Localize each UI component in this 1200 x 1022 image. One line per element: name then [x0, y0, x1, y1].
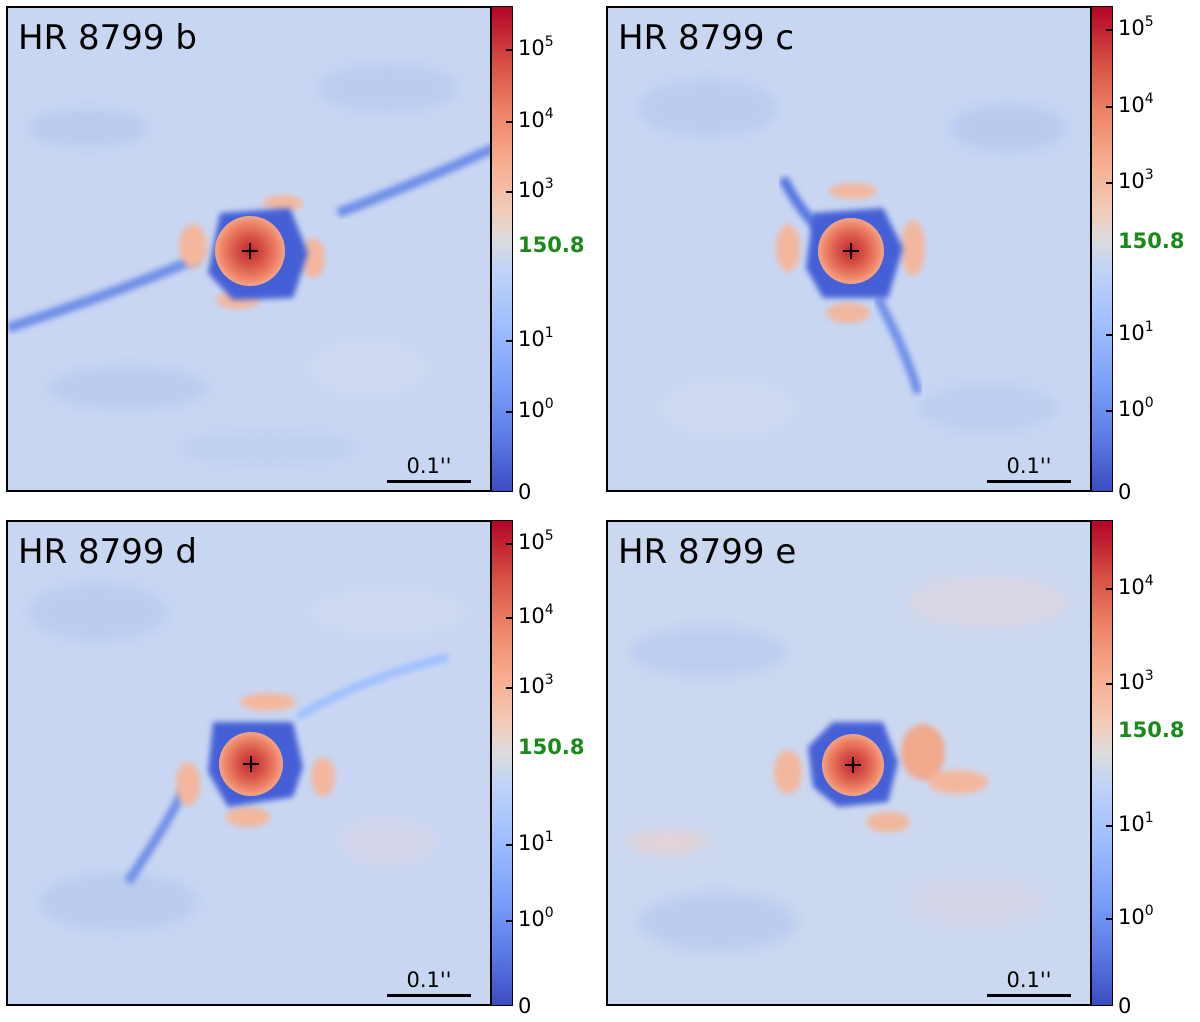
- plus-marker-icon: [241, 754, 261, 774]
- colorbar-tick: [506, 191, 512, 193]
- image-frame: HR 8799 b 0.1'': [6, 6, 492, 492]
- colorbar-tick-label: 0: [1118, 480, 1132, 504]
- colorbar: [491, 520, 513, 1006]
- image-frame: HR 8799 d 0.1'': [6, 520, 492, 1006]
- colorbar-tick-label: 104: [1118, 91, 1154, 117]
- colorbar-highlight-label: 150.8: [1118, 718, 1185, 742]
- colorbar-tick-label: 101: [1118, 810, 1154, 836]
- colorbar-tick: [1106, 588, 1112, 590]
- colorbar-tick-label: 104: [518, 602, 554, 628]
- scale-bar: [387, 994, 471, 997]
- colorbar: [491, 6, 513, 492]
- colorbar-tick-label: 104: [518, 106, 554, 132]
- colorbar-tick: [1106, 410, 1112, 412]
- colorbar-tick-label: 105: [518, 34, 554, 60]
- colorbar-tick: [1106, 182, 1112, 184]
- scale-bar: [987, 480, 1071, 483]
- residual-map-image: [608, 522, 1090, 1004]
- colorbar-tick-label: 103: [518, 672, 554, 698]
- colorbar-tick-label: 105: [1118, 14, 1154, 40]
- colorbar-tick-label: 101: [1118, 319, 1154, 345]
- scale-bar-label: 0.1'': [406, 968, 452, 992]
- residual-map-image: [8, 522, 490, 1004]
- colorbar-tick: [506, 340, 512, 342]
- colorbar-tick: [1106, 683, 1112, 685]
- colorbar-tick: [1106, 918, 1112, 920]
- colorbar-tick-label: 105: [518, 528, 554, 554]
- colorbar: [1091, 520, 1113, 1006]
- colorbar-tick: [1106, 825, 1112, 827]
- residual-map-image: [8, 8, 490, 490]
- plus-marker-icon: [240, 241, 260, 261]
- colorbar-tick-label: 103: [1118, 167, 1154, 193]
- colorbar-tick: [506, 121, 512, 123]
- image-frame: HR 8799 c 0.1'': [606, 6, 1092, 492]
- scale-bar: [387, 480, 471, 483]
- scale-bar-label: 0.1'': [1006, 968, 1052, 992]
- scale-bar-label: 0.1'': [406, 454, 452, 478]
- colorbar-tick-label: 103: [1118, 668, 1154, 694]
- panel-title: HR 8799 c: [618, 18, 795, 58]
- colorbar-highlight-label: 150.8: [518, 233, 585, 257]
- colorbar-tick: [1106, 29, 1112, 31]
- plus-marker-icon: [843, 755, 863, 775]
- panel-title: HR 8799 e: [618, 532, 797, 572]
- image-frame: HR 8799 e 0.1'': [606, 520, 1092, 1006]
- colorbar-highlight-label: 150.8: [518, 735, 585, 759]
- colorbar-highlight-label: 150.8: [1118, 229, 1185, 253]
- colorbar-tick: [1106, 106, 1112, 108]
- scale-bar: [987, 994, 1071, 997]
- colorbar-tick-label: 100: [518, 396, 554, 422]
- colorbar-tick: [1106, 334, 1112, 336]
- colorbar-tick-label: 100: [518, 905, 554, 931]
- plus-marker-icon: [841, 241, 861, 261]
- colorbar-tick-label: 0: [1118, 994, 1132, 1018]
- panel-title: HR 8799 b: [18, 18, 197, 58]
- colorbar-tick-label: 101: [518, 325, 554, 351]
- colorbar-tick: [506, 49, 512, 51]
- colorbar-tick: [506, 617, 512, 619]
- colorbar-tick: [506, 844, 512, 846]
- colorbar-tick-label: 100: [1118, 395, 1154, 421]
- panel-title: HR 8799 d: [18, 532, 197, 572]
- colorbar-tick-label: 100: [1118, 903, 1154, 929]
- scale-bar-label: 0.1'': [1006, 454, 1052, 478]
- colorbar-tick: [506, 920, 512, 922]
- residual-map-image: [608, 8, 1090, 490]
- colorbar: [1091, 6, 1113, 492]
- colorbar-tick: [506, 543, 512, 545]
- colorbar-tick-label: 104: [1118, 573, 1154, 599]
- colorbar-tick-label: 103: [518, 176, 554, 202]
- colorbar-tick-label: 101: [518, 829, 554, 855]
- colorbar-tick-label: 0: [518, 480, 532, 504]
- colorbar-tick: [506, 687, 512, 689]
- colorbar-tick: [506, 411, 512, 413]
- colorbar-tick-label: 0: [518, 994, 532, 1018]
